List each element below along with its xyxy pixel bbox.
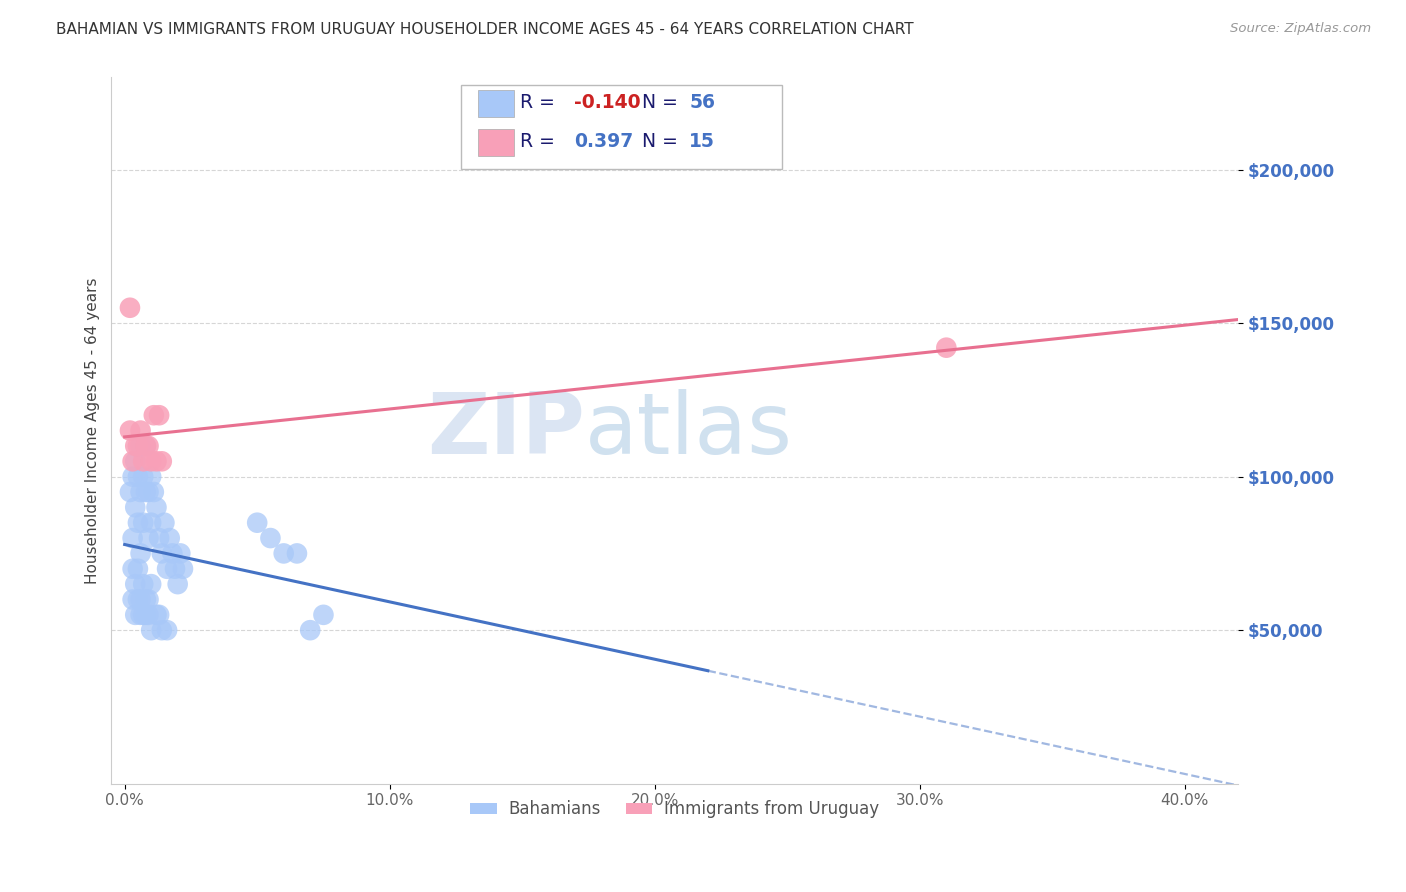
Point [124,454,146,468]
Point [246,516,269,530]
Point [138,439,160,453]
Point [118,485,141,500]
Y-axis label: Householder Income Ages 45 - 64 years: Householder Income Ages 45 - 64 years [86,277,100,584]
Point [127,562,149,576]
FancyBboxPatch shape [461,85,782,169]
Text: N =: N = [643,94,683,112]
Text: Source: ZipAtlas.com: Source: ZipAtlas.com [1230,22,1371,36]
Point [124,577,146,591]
Text: atlas: atlas [585,389,793,472]
Point [129,607,152,622]
Point [150,454,173,468]
Point [150,546,173,560]
Point [141,516,163,530]
Point [142,485,165,500]
Point [127,439,149,453]
Legend: Bahamians, Immigrants from Uruguay: Bahamians, Immigrants from Uruguay [464,794,886,825]
Text: R =: R = [520,94,561,112]
Point [132,516,155,530]
Point [135,439,157,453]
Point [169,546,191,560]
Point [127,516,149,530]
Point [138,607,160,622]
Text: -0.140: -0.140 [575,94,641,112]
Point [121,469,143,483]
Point [162,546,184,560]
Point [138,592,160,607]
Point [121,562,143,576]
Point [141,454,163,468]
Point [124,439,146,453]
Point [124,500,146,515]
Point [129,592,152,607]
Point [132,607,155,622]
FancyBboxPatch shape [478,128,513,156]
Point [121,592,143,607]
Point [145,454,167,468]
Point [159,531,181,545]
FancyBboxPatch shape [478,90,513,117]
Point [129,546,152,560]
Point [129,485,152,500]
Point [299,623,322,637]
Point [132,454,155,468]
Point [148,531,170,545]
Point [166,577,188,591]
Point [124,607,146,622]
Point [135,439,157,453]
Point [156,623,179,637]
Point [142,409,165,423]
Point [312,607,335,622]
Point [135,485,157,500]
Point [129,439,152,453]
Point [118,424,141,438]
Point [132,577,155,591]
Text: R =: R = [520,132,567,151]
Point [121,531,143,545]
Point [132,469,155,483]
Point [273,546,295,560]
Point [935,341,957,355]
Point [145,500,167,515]
Point [127,592,149,607]
Point [141,577,163,591]
Text: N =: N = [643,132,683,151]
Text: ZIP: ZIP [427,389,585,472]
Point [135,607,157,622]
Point [129,424,152,438]
Text: 15: 15 [689,132,716,151]
Point [138,531,160,545]
Point [148,607,170,622]
Point [118,301,141,315]
Text: 0.397: 0.397 [575,132,634,151]
Text: 56: 56 [689,94,716,112]
Point [163,562,186,576]
Point [135,592,157,607]
Point [138,485,160,500]
Text: BAHAMIAN VS IMMIGRANTS FROM URUGUAY HOUSEHOLDER INCOME AGES 45 - 64 YEARS CORREL: BAHAMIAN VS IMMIGRANTS FROM URUGUAY HOUS… [56,22,914,37]
Point [150,623,173,637]
Point [259,531,281,545]
Point [141,623,163,637]
Point [153,516,176,530]
Point [145,607,167,622]
Point [172,562,194,576]
Point [285,546,308,560]
Point [148,409,170,423]
Point [156,562,179,576]
Point [121,454,143,468]
Point [141,469,163,483]
Point [127,469,149,483]
